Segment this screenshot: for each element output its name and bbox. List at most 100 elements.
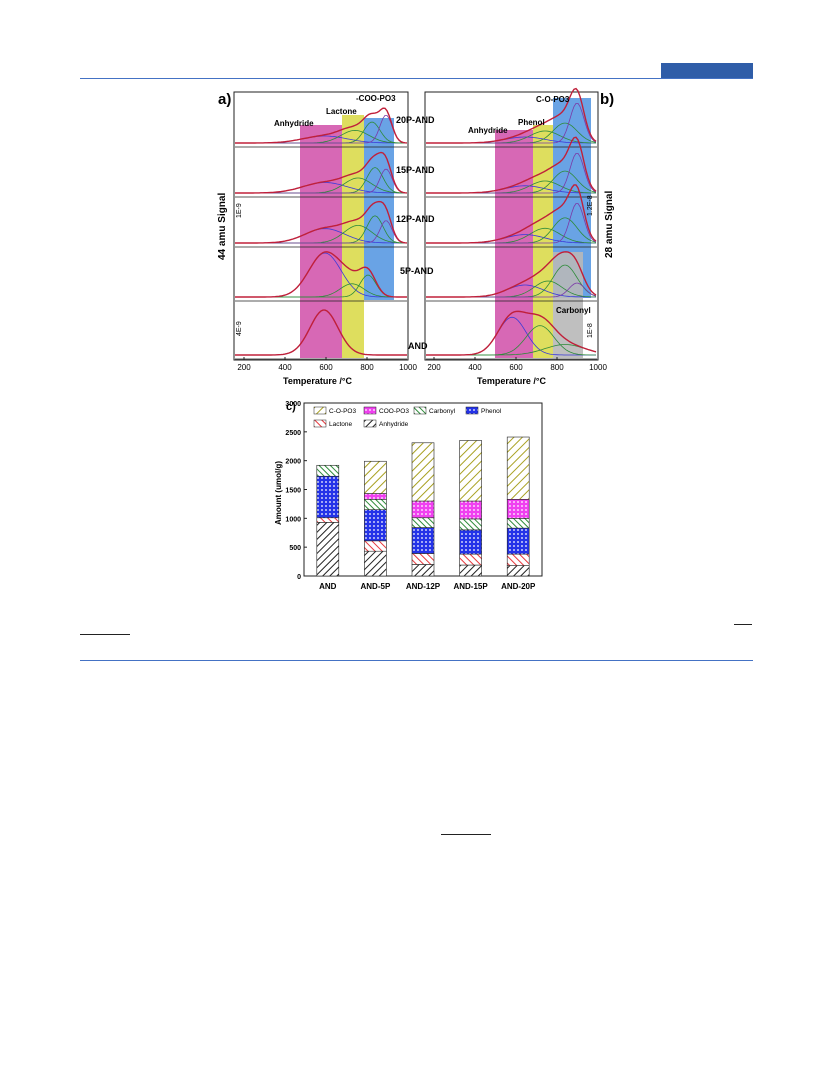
bar-lactone-and-5p bbox=[364, 540, 387, 552]
panel-a-xlabel: Temperature /°C bbox=[283, 376, 352, 386]
footer-rule bbox=[80, 660, 753, 661]
panel-c-ytick: 1000 bbox=[285, 516, 301, 523]
panel-b-xtick: 400 bbox=[468, 363, 482, 372]
bar-anhydride-and-20p bbox=[506, 565, 530, 577]
panel-a-xtick: 1000 bbox=[399, 363, 417, 372]
label-coo-po3: -COO-PO3 bbox=[356, 94, 396, 103]
legend-phenol: Phenol bbox=[481, 408, 502, 415]
bar-lactone-and-20p bbox=[506, 553, 530, 566]
bar-anhydride-and-5p bbox=[364, 550, 387, 577]
sample-12p: 12P-AND bbox=[396, 214, 435, 224]
label-carbonyl: Carbonyl bbox=[556, 306, 591, 315]
bar-lactone-and bbox=[316, 517, 340, 523]
label-lactone: Lactone bbox=[326, 107, 357, 116]
bar-coo-po3-and-12p bbox=[411, 500, 435, 519]
panel-c: c) Amount (umol/g) 0 500 1000 1500 2000 2500 3… bbox=[274, 401, 543, 591]
band-anhydride bbox=[300, 125, 342, 358]
bar-carbonyl-and-5p bbox=[364, 499, 387, 510]
band-phenol bbox=[533, 125, 553, 358]
panel-b-xtick: 1000 bbox=[589, 363, 607, 372]
bar-c-o-po3-and-12p bbox=[411, 442, 435, 502]
body-underline bbox=[441, 834, 491, 835]
panel-c-ytick: 3000 bbox=[285, 401, 301, 408]
link-underline bbox=[734, 624, 752, 625]
figure: 200 400 600 800 1000 a) Anhydride Lactone -C… bbox=[217, 87, 615, 591]
label-anhydride: Anhydride bbox=[274, 119, 314, 128]
panel-c-letter: c) bbox=[286, 401, 296, 413]
panel-a-traces bbox=[235, 107, 408, 360]
bar-phenol-and-12p bbox=[411, 527, 435, 554]
bar-anhydride-and-12p bbox=[411, 564, 435, 577]
sample-20p: 20P-AND bbox=[396, 115, 435, 125]
bar-coo-po3-and-20p bbox=[506, 499, 530, 519]
legend-c-o-po3: C-O-PO3 bbox=[329, 408, 356, 415]
bar-c-o-po3-and-15p bbox=[459, 440, 482, 502]
legend-lactone: Lactone bbox=[329, 421, 353, 428]
panel-c-bars bbox=[316, 436, 530, 577]
bar-carbonyl-and-20p bbox=[506, 518, 530, 529]
legend-coo-po3: COO-PO3 bbox=[379, 408, 409, 415]
panel-b-xtick: 600 bbox=[509, 363, 523, 372]
panel-a-letter: a) bbox=[218, 91, 231, 108]
panel-c-yticks: 0 500 1000 1500 2000 2500 3000 bbox=[285, 401, 307, 581]
panel-c-ytick: 500 bbox=[289, 545, 301, 552]
bar-coo-po3-and-15p bbox=[459, 500, 482, 520]
header-tab bbox=[661, 63, 753, 78]
panel-b-frame bbox=[424, 91, 599, 361]
panel-b: 200 400 600 800 1000 b) Anhydride Phenol C-O… bbox=[424, 87, 615, 386]
panel-c-xtick: AND bbox=[319, 582, 337, 591]
panel-b-xtick: 800 bbox=[550, 363, 564, 372]
bar-phenol-and-15p bbox=[459, 529, 482, 555]
bar-lactone-and-12p bbox=[411, 553, 435, 565]
header-rule bbox=[80, 78, 753, 79]
label-phenol: Phenol bbox=[518, 118, 545, 127]
panel-c-xtick: AND-15P bbox=[453, 582, 488, 591]
bar-lactone-and-15p bbox=[459, 553, 482, 566]
panel-c-ytick: 2500 bbox=[285, 430, 301, 437]
panel-a-xtick: 200 bbox=[237, 363, 251, 372]
panel-b-scale-top: 1.2E-8 bbox=[587, 195, 594, 216]
legend-anhydride: Anhydride bbox=[379, 421, 409, 428]
panel-b-ylabel: 28 amu Signal bbox=[604, 191, 615, 258]
bar-anhydride-and-15p bbox=[459, 564, 482, 577]
panel-a-xtick: 600 bbox=[319, 363, 333, 372]
bar-phenol-and-20p bbox=[506, 527, 530, 555]
bar-c-o-po3-and-5p bbox=[364, 460, 387, 494]
label-c-o-po3: C-O-PO3 bbox=[536, 95, 570, 104]
band-anhydride-b bbox=[495, 130, 533, 358]
sample-5p: 5P-AND bbox=[400, 266, 434, 276]
panel-c-xtick: AND-5P bbox=[361, 582, 391, 591]
bar-phenol-and-5p bbox=[364, 509, 387, 542]
panel-b-traces bbox=[426, 87, 597, 360]
panel-a-frame bbox=[233, 91, 409, 361]
panel-a-ylabel: 44 amu Signal bbox=[217, 193, 228, 260]
panel-a-scale-top: 1E-9 bbox=[236, 203, 243, 218]
panel-a: 200 400 600 800 1000 a) Anhydride Lactone -C… bbox=[217, 91, 435, 386]
legend-carbonyl: Carbonyl bbox=[429, 408, 456, 415]
label-anhydride-b: Anhydride bbox=[468, 126, 508, 135]
sample-and: AND bbox=[408, 341, 428, 351]
panel-c-ytick: 1500 bbox=[285, 488, 301, 495]
panel-a-xtick: 400 bbox=[278, 363, 292, 372]
bar-carbonyl-and bbox=[316, 464, 340, 477]
bar-phenol-and bbox=[316, 475, 340, 519]
panel-b-xtick: 200 bbox=[427, 363, 441, 372]
panel-b-xlabel: Temperature /°C bbox=[477, 376, 546, 386]
bar-carbonyl-and-15p bbox=[459, 518, 482, 531]
panel-c-xtick: AND-20P bbox=[501, 582, 536, 591]
panel-c-xtick: AND-12P bbox=[406, 582, 441, 591]
panel-b-letter: b) bbox=[600, 91, 614, 108]
band-lactone bbox=[342, 115, 364, 358]
sample-15p: 15P-AND bbox=[396, 165, 435, 175]
caption-underline bbox=[80, 634, 130, 635]
panel-c-ytick: 0 bbox=[297, 574, 301, 581]
bar-anhydride-and bbox=[316, 522, 340, 577]
panel-c-xlabels: AND AND-5P AND-12P AND-15P AND-20P bbox=[319, 582, 536, 591]
panel-a-xtick: 800 bbox=[360, 363, 374, 372]
panel-c-legend: C-O-PO3 COO-PO3 Carbonyl Phenol Lactone Anhyd… bbox=[313, 406, 502, 428]
bar-c-o-po3-and-20p bbox=[506, 436, 530, 500]
bar-coo-po3-and-5p bbox=[364, 493, 387, 500]
panel-b-scale-bottom: 1E-8 bbox=[587, 323, 594, 338]
bar-carbonyl-and-12p bbox=[411, 517, 435, 528]
panel-a-scale-bottom: 4E-9 bbox=[236, 321, 243, 336]
